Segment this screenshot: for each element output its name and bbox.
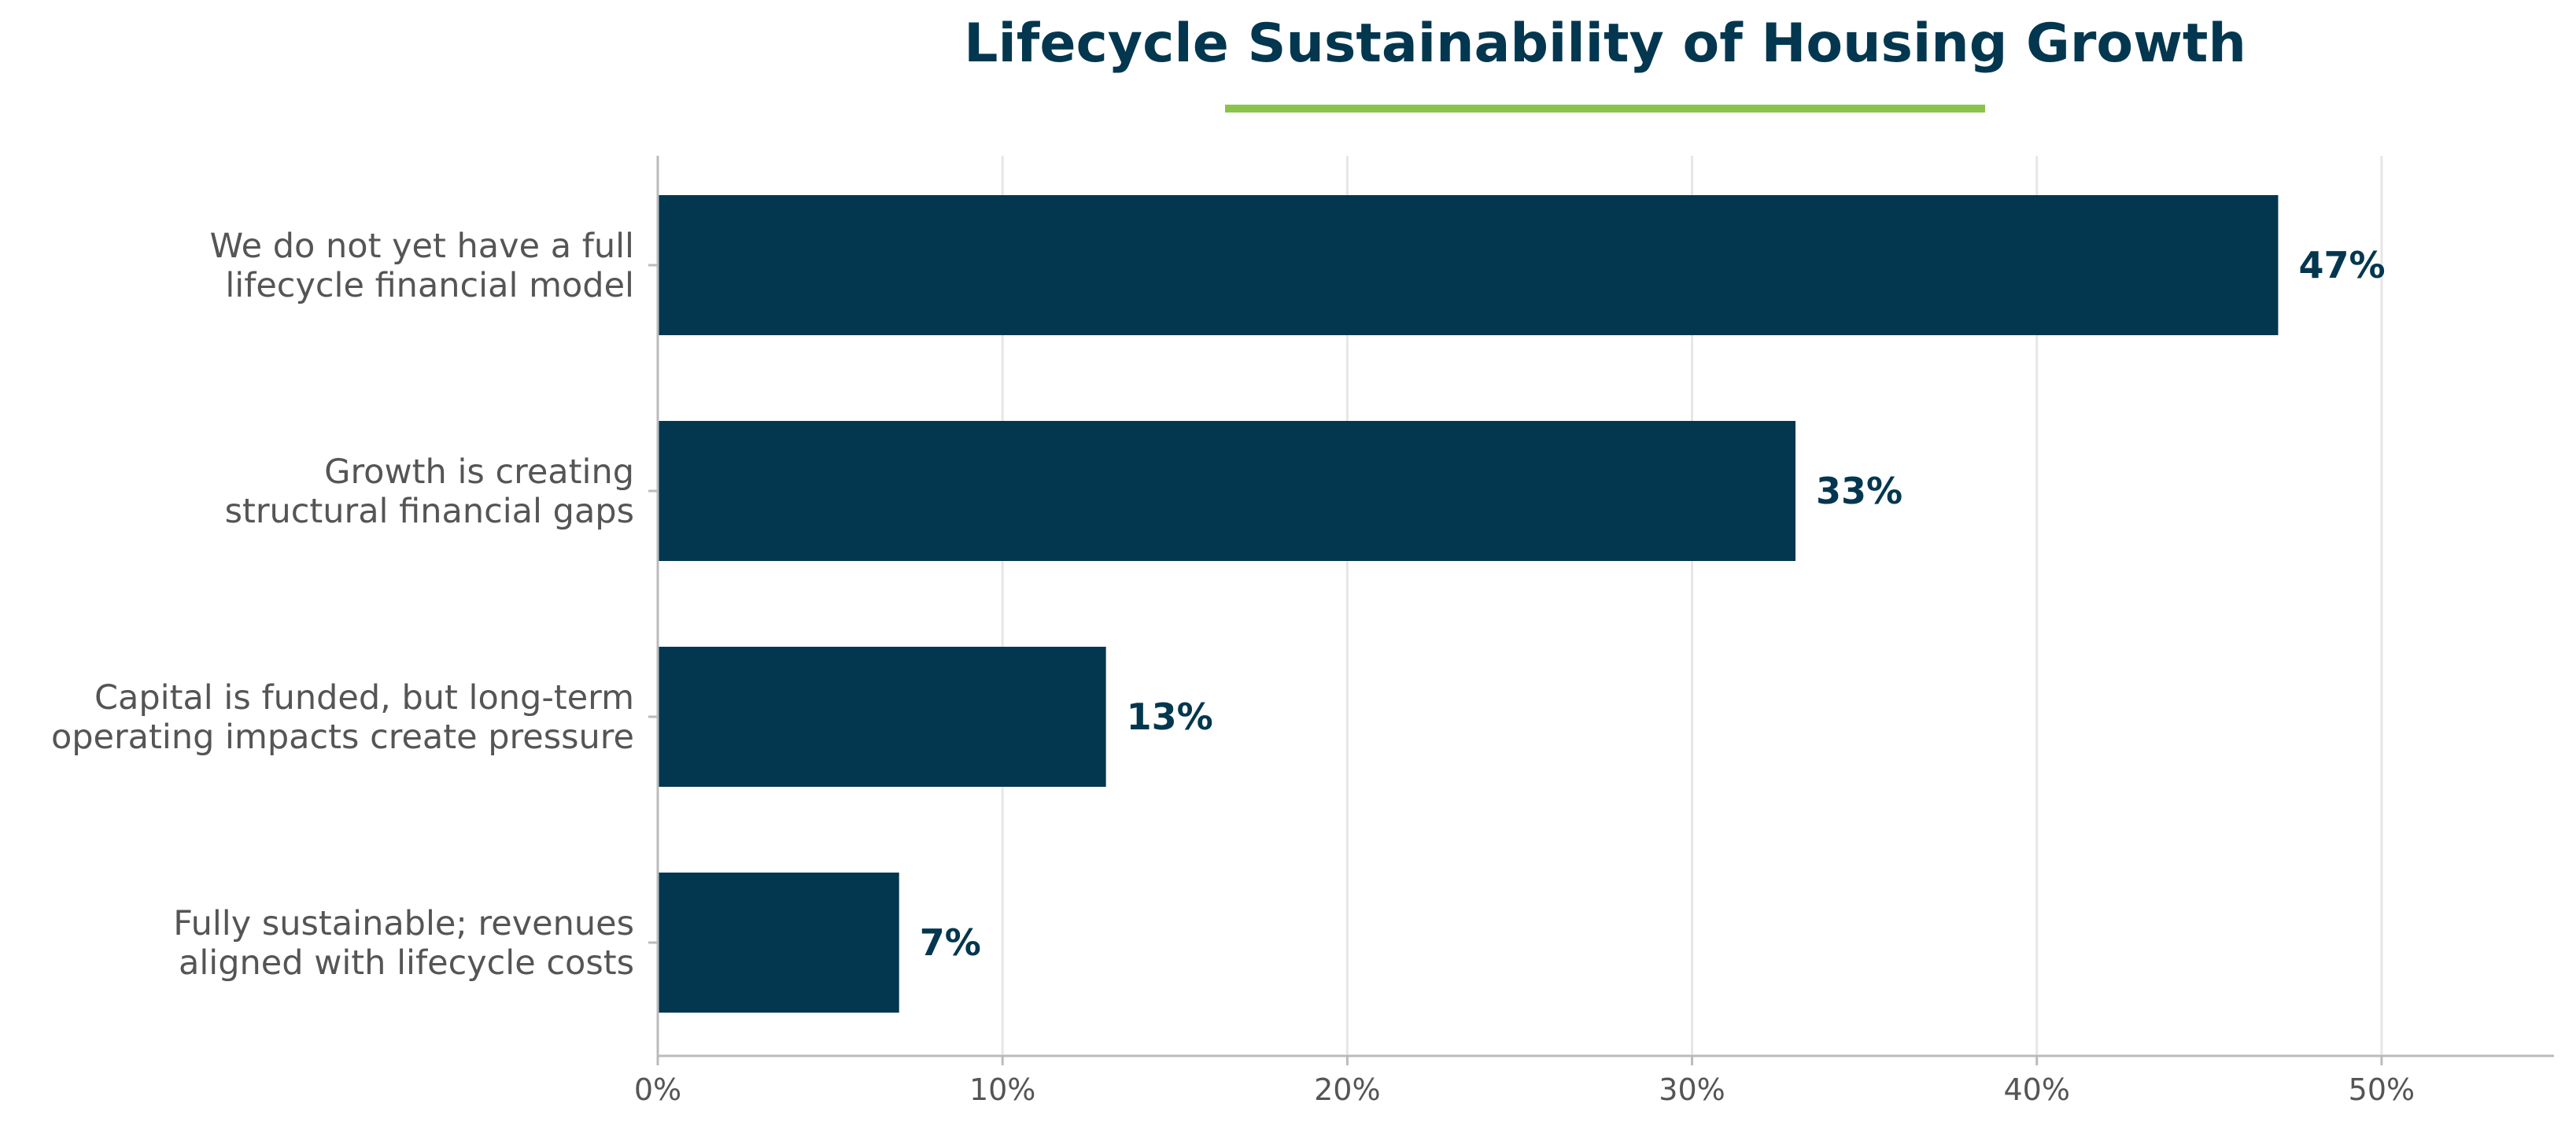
x-tick-label-20: 20%	[1314, 1072, 1380, 1107]
category-label-line: Capital is funded, but long-term	[94, 678, 634, 718]
x-tick-label-0: 0%	[634, 1072, 681, 1107]
category-label-line: structural financial gaps	[225, 492, 634, 531]
labels: 0% 10% 20% 30% 40% 50% 47% We do not yet have a…	[51, 227, 2415, 1107]
data-label-2: 13%	[1127, 696, 1213, 738]
chart-title: Lifecycle Sustainability of Housing Grow…	[964, 13, 2246, 75]
category-label-line: aligned with lifecycle costs	[179, 943, 634, 983]
data-label-3: 7%	[920, 921, 981, 964]
axes	[648, 156, 2554, 1065]
data-label-1: 33%	[1816, 470, 1902, 512]
bar-2	[658, 647, 1106, 787]
category-label-line: lifecycle financial model	[225, 266, 634, 305]
category-label-line: Fully sustainable; revenues	[173, 904, 634, 943]
bar-3	[658, 873, 899, 1013]
category-label-0: We do not yet have a full lifecycle finan…	[210, 227, 634, 305]
bar-1	[658, 421, 1795, 561]
title-underline	[1225, 105, 1985, 113]
category-label-line: We do not yet have a full	[210, 227, 634, 266]
x-tick-label-30: 30%	[1659, 1072, 1725, 1107]
category-label-1: Growth is creating structural financial g…	[225, 452, 634, 531]
category-label-3: Fully sustainable; revenues aligned with …	[173, 904, 634, 983]
data-label-0: 47%	[2298, 244, 2385, 286]
x-tick-label-10: 10%	[969, 1072, 1035, 1107]
x-tick-label-50: 50%	[2349, 1072, 2415, 1107]
category-label-line: operating impacts create pressure	[51, 718, 634, 757]
bars	[658, 195, 2279, 1013]
category-label-2: Capital is funded, but long-term operatin…	[51, 678, 634, 757]
bar-0	[658, 195, 2279, 335]
category-label-line: Growth is creating	[324, 452, 634, 492]
x-tick-label-40: 40%	[2003, 1072, 2069, 1107]
